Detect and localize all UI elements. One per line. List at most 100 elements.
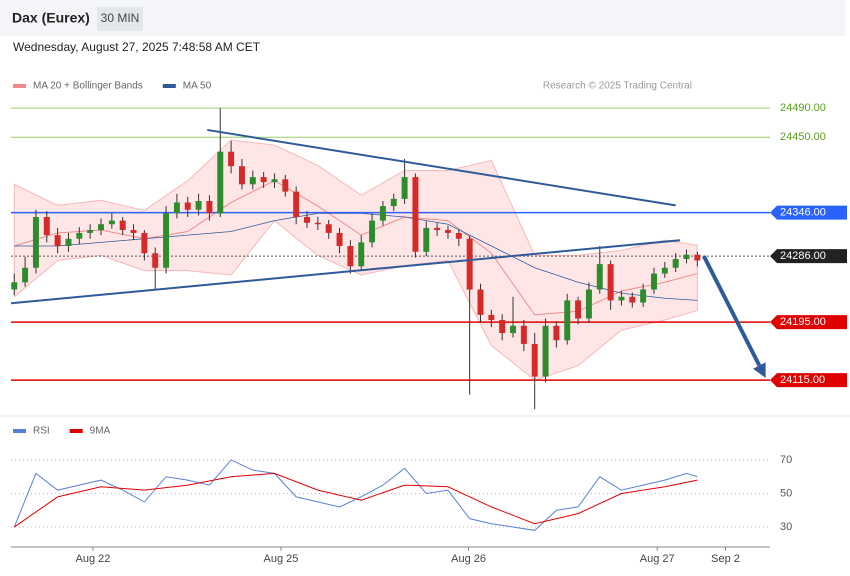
candle-body <box>87 230 94 233</box>
candle-body <box>54 235 61 246</box>
candle-body <box>325 224 332 233</box>
candle-body <box>531 343 538 377</box>
candle-body <box>108 220 115 225</box>
candle-body <box>304 216 310 223</box>
y-tick-label: 24286.00 <box>780 250 826 262</box>
timestamp: Wednesday, August 27, 2025 7:48:58 AM CE… <box>13 40 261 54</box>
level-badge <box>770 315 847 330</box>
candle-body <box>564 300 571 341</box>
candle-body <box>293 191 300 217</box>
legend-swatch <box>162 84 176 88</box>
candle-body <box>466 238 473 290</box>
candle-body <box>607 264 614 301</box>
candle-body <box>683 254 690 260</box>
y-tick-label: 24115.00 <box>780 374 825 386</box>
y-tick-label: 24195.00 <box>780 316 826 328</box>
candle-body <box>163 213 170 268</box>
candle-body <box>369 220 376 243</box>
x-tick-label: Sep 2 <box>711 553 740 565</box>
candle-body <box>336 232 343 246</box>
candle-body <box>260 177 267 183</box>
candle-body <box>282 179 289 192</box>
candle-body <box>228 151 235 167</box>
candle-body <box>499 319 506 334</box>
candle-body <box>694 254 701 261</box>
legend-swatch <box>13 429 26 433</box>
candle-body <box>412 177 419 252</box>
rsi-tick-label: 30 <box>780 521 792 533</box>
x-tick-label: Aug 27 <box>640 553 675 565</box>
rsi-ma-line <box>13 472 698 528</box>
interval: 30 MIN <box>101 11 140 25</box>
candle-body <box>650 273 657 290</box>
candle-body <box>596 264 603 290</box>
candle-body <box>477 289 484 315</box>
forecast-arrow <box>702 255 762 367</box>
candle-body <box>379 206 386 221</box>
candle-body <box>488 314 495 320</box>
candle-body <box>43 216 50 236</box>
legend-swatch <box>69 429 83 433</box>
x-tick-label: Aug 25 <box>264 553 299 565</box>
candle-body <box>444 230 451 233</box>
candle-body <box>98 224 104 231</box>
candle-body <box>542 325 549 377</box>
candle-body <box>401 177 408 199</box>
candle-body <box>585 289 592 319</box>
candle-body <box>11 282 18 290</box>
candle-body <box>141 232 148 254</box>
candle-body <box>672 259 679 268</box>
legend-swatch <box>13 84 26 88</box>
candle-body <box>423 227 430 252</box>
candle-body <box>314 222 321 225</box>
level-badge <box>770 373 847 388</box>
candle-body <box>629 296 636 303</box>
ma20-line <box>14 180 698 316</box>
legend-label: RSI <box>33 426 50 437</box>
candle-body <box>119 220 126 231</box>
candle-body <box>390 198 397 207</box>
x-tick-label: Aug 26 <box>451 553 486 565</box>
level-badge <box>770 205 847 220</box>
trendline <box>10 239 681 305</box>
candle-body <box>358 242 365 267</box>
candle-body <box>249 177 256 185</box>
candle-body <box>238 166 245 185</box>
candle-body <box>184 202 191 210</box>
legend-label: 9MA <box>90 426 111 437</box>
candle-body <box>661 267 668 274</box>
candle-body <box>434 227 441 231</box>
candle-body <box>553 325 560 341</box>
legend-label: MA 50 <box>183 81 212 92</box>
candle-body <box>640 289 647 303</box>
rsi-tick-label: 50 <box>780 487 792 499</box>
candle-body <box>347 245 354 267</box>
title: Dax (Eurex) <box>12 10 90 26</box>
candle-body <box>455 232 462 239</box>
level-badge <box>770 249 847 264</box>
bollinger-band-area <box>13 139 698 381</box>
forecast-arrowhead <box>753 362 766 379</box>
y-tick-label: 24490.00 <box>780 102 826 114</box>
candle-body <box>217 151 224 214</box>
candle-body <box>152 253 159 268</box>
candle-body <box>65 238 72 246</box>
y-tick-label: 24346.00 <box>780 207 826 219</box>
candle-body <box>271 179 278 183</box>
candle-body <box>130 230 137 233</box>
candle-body <box>618 296 625 301</box>
rsi-line <box>13 459 698 531</box>
candle-body <box>575 300 582 319</box>
y-tick-label: 24450.00 <box>780 131 826 143</box>
legend-label: MA 20 + Bollinger Bands <box>33 81 143 92</box>
credit: Research © 2025 Trading Central <box>543 81 692 92</box>
candle-body <box>520 325 527 344</box>
candle-body <box>22 267 29 283</box>
interval-box <box>97 7 143 31</box>
x-tick-label: Aug 22 <box>76 553 111 565</box>
candle-body <box>195 201 202 210</box>
candle-body <box>32 216 39 268</box>
candle-body <box>76 232 83 239</box>
